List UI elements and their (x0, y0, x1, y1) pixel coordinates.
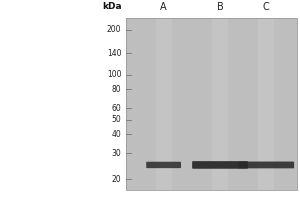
Bar (212, 18, 228, 190)
Text: 20: 20 (112, 175, 122, 184)
Bar (126, 18, 297, 190)
Text: 100: 100 (107, 70, 122, 79)
Text: 30: 30 (112, 149, 122, 158)
Bar (126, 18, 297, 190)
FancyBboxPatch shape (146, 162, 181, 168)
Text: kDa: kDa (102, 2, 122, 11)
FancyBboxPatch shape (238, 162, 294, 168)
Text: C: C (263, 2, 270, 12)
Text: 200: 200 (107, 25, 122, 34)
Text: 140: 140 (107, 49, 122, 58)
Text: A: A (160, 2, 167, 12)
FancyBboxPatch shape (192, 161, 248, 169)
Text: 50: 50 (112, 115, 122, 124)
Text: 80: 80 (112, 85, 122, 94)
Bar (258, 18, 274, 190)
Text: 60: 60 (112, 104, 122, 113)
Bar (156, 18, 172, 190)
Text: B: B (217, 2, 224, 12)
Text: 40: 40 (112, 130, 122, 139)
